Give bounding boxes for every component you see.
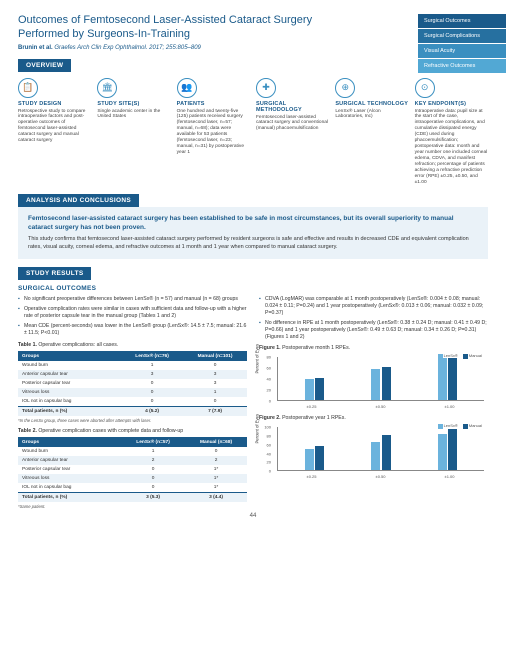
bullet: No difference in RPE at 1 month postoper… [259, 320, 488, 341]
bullet: CDVA (LogMAR) was comparable at 1 month … [259, 296, 488, 317]
overview-text: Femtosecond laser-assisted cataract surg… [256, 115, 329, 133]
overview-title: SURGICAL METHODOLOGY [256, 101, 329, 113]
sr-bar: STUDY RESULTS [18, 267, 91, 280]
overview-item: 📋 STUDY DESIGN Retrospective study to comp… [18, 78, 91, 187]
overview-item: 🏛 STUDY SITE(S) Single academic center in … [97, 78, 170, 187]
bullet: No significant preoperative differences … [18, 296, 247, 303]
overview-bar: OVERVIEW [18, 59, 71, 72]
tab-refractive-outcomes[interactable]: Refractive Outcomes [418, 59, 506, 73]
left-col: No significant preoperative differences … [18, 296, 247, 509]
tab-visual-acuity[interactable]: Visual Acuity [418, 44, 506, 58]
overview-icon: 👥 [177, 78, 197, 98]
bullet: Operative complication rates were simila… [18, 306, 247, 320]
page-title: Outcomes of Femtosecond Laser-Assisted C… [18, 14, 338, 42]
ac-body: This study confirms that femtosecond las… [28, 236, 478, 251]
overview-title: KEY ENDPOINT(S) [415, 101, 488, 107]
overview-icon: ⊕ [335, 78, 355, 98]
f2-cap: Figure 2. Postoperative year 1 RPEs. [259, 415, 488, 421]
overview-text: One hundred and twenty-five (125) patien… [177, 109, 250, 157]
overview-item: ⊕ SURGICAL TECHNOLOGY LenSx® Laser (Alcon … [335, 78, 408, 187]
figure-1: Percent of Eyes020406080LenSx®Manual±0.2… [259, 353, 488, 411]
overview-icon: ✚ [256, 78, 276, 98]
tab-surgical-complications[interactable]: Surgical Complications [418, 29, 506, 43]
right-col: CDVA (LogMAR) was comparable at 1 month … [259, 296, 488, 509]
overview-icon: 🏛 [97, 78, 117, 98]
t1-fn: *In the LenSx group, three cases were ab… [18, 418, 247, 423]
overview-text: LenSx® Laser (Alcon Laboratories, Inc) [335, 109, 408, 121]
t1-cap: Table 1. Operative complications: all ca… [18, 342, 247, 348]
overview-text: Retrospective study to compare intraoper… [18, 109, 91, 145]
overview-title: STUDY SITE(S) [97, 101, 170, 107]
overview-icon: 📋 [18, 78, 38, 98]
overview-title: STUDY DESIGN [18, 101, 91, 107]
tab-surgical-outcomes[interactable]: Surgical Outcomes [418, 14, 506, 28]
ac-lead: Femtosecond laser-assisted cataract surg… [28, 215, 478, 232]
overview-item: 👥 PATIENTS One hundred and twenty-five (12… [177, 78, 250, 187]
side-tabs: Surgical Outcomes Surgical Complications… [418, 14, 506, 74]
so-title: SURGICAL OUTCOMES [18, 285, 488, 292]
overview-title: PATIENTS [177, 101, 250, 107]
left-bullets: No significant preoperative differences … [18, 296, 247, 337]
figure-2: Percent of Eyes020406080100LenSx®Manual±… [259, 423, 488, 481]
overview-text: Intraoperative data: pupil size at the s… [415, 109, 488, 187]
overview-text: Single academic center in the United Sta… [97, 109, 170, 121]
right-bullets: CDVA (LogMAR) was comparable at 1 month … [259, 296, 488, 341]
overview-title: SURGICAL TECHNOLOGY [335, 101, 408, 107]
ac-bar: ANALYSIS AND CONCLUSIONS [18, 194, 139, 207]
bullet: Mean CDE (percent-seconds) was lower in … [18, 323, 247, 337]
overview-icon: ⊙ [415, 78, 435, 98]
overview-item: ⊙ KEY ENDPOINT(S) Intraoperative data: pup… [415, 78, 488, 187]
table-1: GroupsLenSx® (n=76)Manual (n=101)Wound b… [18, 351, 247, 416]
overview-item: ✚ SURGICAL METHODOLOGY Femtosecond laser-a… [256, 78, 329, 187]
ac-box: Femtosecond laser-assisted cataract surg… [18, 207, 488, 259]
t2-cap: Table 2. Operative complication cases wi… [18, 428, 247, 434]
page-number: 44 [18, 513, 488, 519]
overview-grid: 📋 STUDY DESIGN Retrospective study to comp… [18, 78, 488, 187]
table-2: GroupsLenSx® (n=57)Manual (n=68)Wound bu… [18, 437, 247, 502]
f1-cap: Figure 1. Postoperative month 1 RPEs. [259, 345, 488, 351]
t2-fn: *Same patient. [18, 504, 247, 509]
